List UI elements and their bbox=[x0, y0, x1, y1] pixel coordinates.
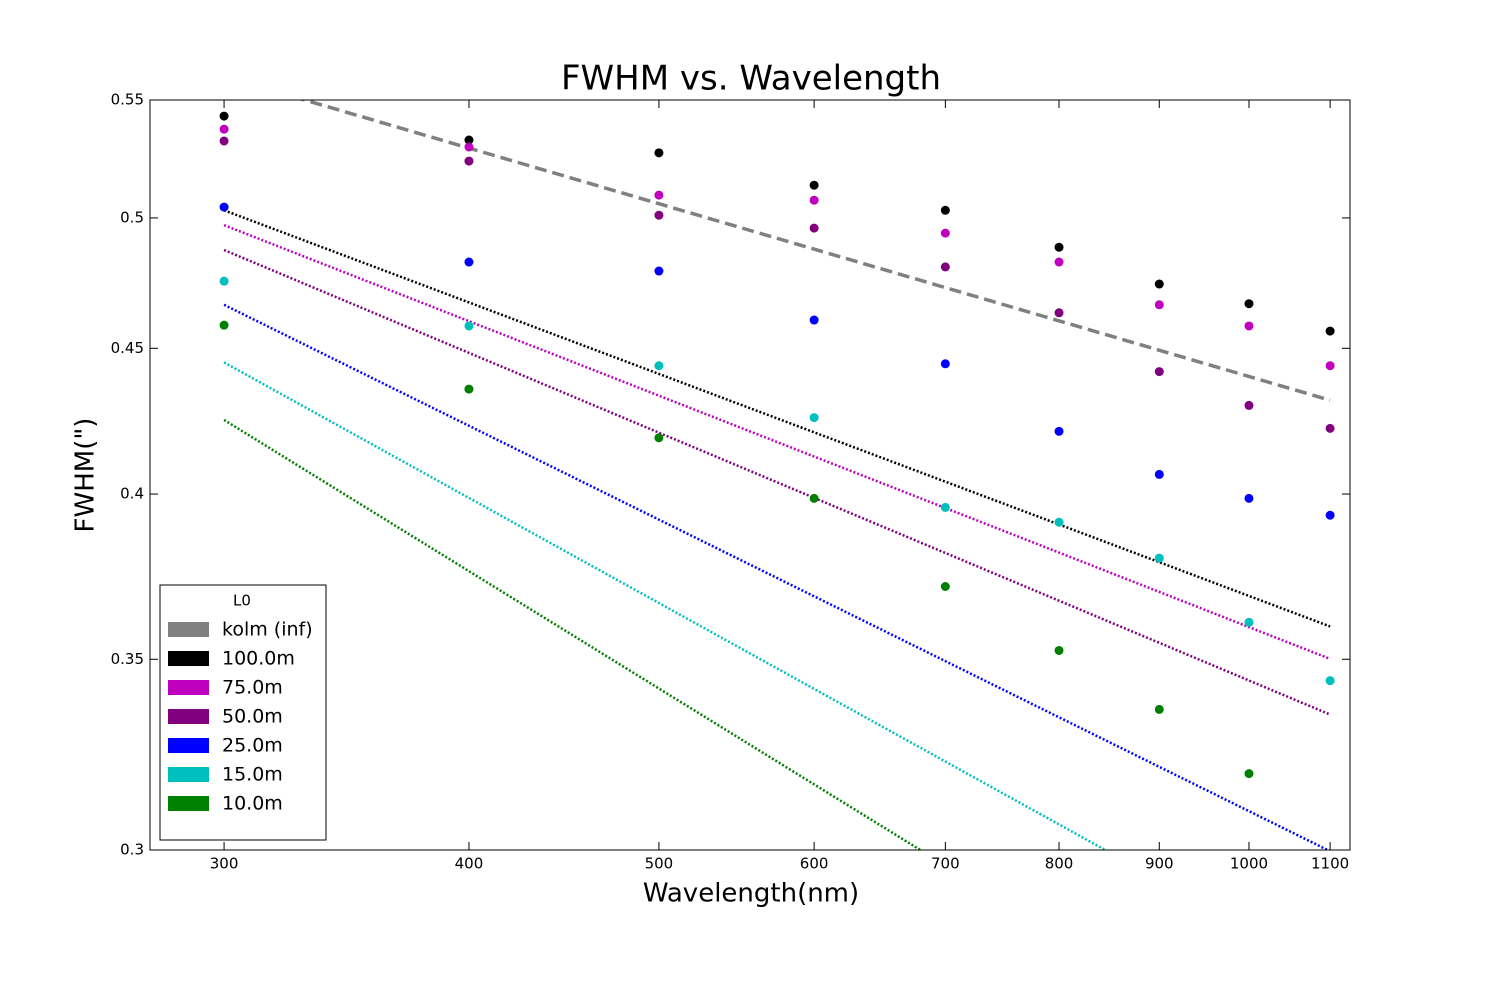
data-point bbox=[940, 502, 950, 512]
data-point bbox=[1154, 279, 1164, 289]
fit-line bbox=[223, 303, 1331, 850]
data-point bbox=[940, 262, 950, 272]
data-point bbox=[1154, 704, 1164, 714]
x-tick-label: 1100 bbox=[1311, 855, 1349, 873]
data-point bbox=[1054, 426, 1064, 436]
x-axis-label: Wavelength(nm) bbox=[643, 879, 859, 909]
data-point bbox=[654, 266, 664, 276]
legend-swatch bbox=[168, 738, 209, 753]
data-point bbox=[654, 433, 664, 443]
data-point bbox=[940, 228, 950, 238]
y-tick-label: 0.3 bbox=[120, 841, 144, 859]
data-point bbox=[1154, 469, 1164, 479]
data-point bbox=[464, 257, 474, 267]
data-point bbox=[654, 190, 664, 200]
y-tick-label: 0.45 bbox=[111, 339, 144, 357]
data-point bbox=[654, 361, 664, 371]
fit-line bbox=[223, 209, 1331, 628]
data-point bbox=[1244, 617, 1254, 627]
plot-frame bbox=[149, 99, 1351, 851]
data-point bbox=[1244, 493, 1254, 503]
data-point bbox=[1325, 510, 1335, 520]
data-point bbox=[1325, 326, 1335, 336]
legend-label: 10.0m bbox=[222, 793, 283, 815]
x-tick-label: 1000 bbox=[1230, 855, 1268, 873]
x-tick-label: 400 bbox=[455, 855, 484, 873]
data-point bbox=[1325, 423, 1335, 433]
data-point bbox=[1325, 676, 1335, 686]
data-point bbox=[219, 202, 229, 212]
data-point bbox=[1244, 400, 1254, 410]
data-point bbox=[809, 195, 819, 205]
legend-swatch bbox=[168, 680, 209, 695]
data-point bbox=[1154, 367, 1164, 377]
fit-line bbox=[298, 100, 1331, 402]
data-point bbox=[464, 321, 474, 331]
fit-line bbox=[223, 361, 1108, 850]
data-point bbox=[940, 581, 950, 591]
legend-label: kolm (inf) bbox=[222, 619, 313, 641]
data-point bbox=[219, 320, 229, 330]
x-tick-label: 500 bbox=[645, 855, 674, 873]
legend-swatch bbox=[168, 709, 209, 724]
data-point bbox=[940, 359, 950, 369]
data-point bbox=[1325, 361, 1335, 371]
data-point bbox=[1054, 257, 1064, 267]
legend-label: 75.0m bbox=[222, 677, 283, 699]
data-point bbox=[1054, 645, 1064, 655]
data-point bbox=[809, 223, 819, 233]
legend-label: 100.0m bbox=[222, 648, 295, 670]
data-point bbox=[219, 276, 229, 286]
data-point bbox=[809, 315, 819, 325]
fit-line bbox=[223, 418, 923, 850]
data-point bbox=[1244, 769, 1254, 779]
data-point bbox=[1054, 308, 1064, 318]
data-point bbox=[219, 111, 229, 121]
y-tick-label: 0.35 bbox=[111, 650, 144, 668]
data-point bbox=[464, 384, 474, 394]
data-point bbox=[654, 148, 664, 158]
x-tick-label: 900 bbox=[1145, 855, 1174, 873]
data-point bbox=[219, 136, 229, 146]
data-point bbox=[809, 413, 819, 423]
legend-swatch bbox=[168, 651, 209, 666]
legend: L0 kolm (inf) 100.0m 75.0m 50.0m 25.0m 15.0m 10… bbox=[159, 584, 327, 841]
y-tick-label: 0.5 bbox=[120, 208, 144, 226]
data-point bbox=[654, 210, 664, 220]
data-point bbox=[1154, 553, 1164, 563]
data-point bbox=[464, 142, 474, 152]
data-point bbox=[809, 180, 819, 190]
data-point bbox=[464, 156, 474, 166]
y-axis-label: FWHM(") bbox=[71, 418, 101, 533]
data-point bbox=[940, 205, 950, 215]
data-point bbox=[1054, 517, 1064, 527]
data-point bbox=[809, 493, 819, 503]
y-tick-label: 0.4 bbox=[120, 485, 144, 503]
data-point bbox=[1244, 299, 1254, 309]
legend-swatch bbox=[168, 796, 209, 811]
legend-label: 50.0m bbox=[222, 706, 283, 728]
data-point bbox=[464, 135, 474, 145]
x-tick-label: 600 bbox=[800, 855, 829, 873]
data-point bbox=[219, 124, 229, 134]
legend-swatch bbox=[168, 767, 209, 782]
data-point bbox=[1244, 321, 1254, 331]
x-tick-label: 800 bbox=[1045, 855, 1074, 873]
y-tick-label: 0.55 bbox=[111, 91, 144, 109]
x-tick-label: 700 bbox=[931, 855, 960, 873]
chart-title: FWHM vs. Wavelength bbox=[561, 59, 941, 99]
legend-title: L0 bbox=[233, 592, 251, 610]
legend-swatch bbox=[168, 622, 209, 637]
legend-label: 25.0m bbox=[222, 735, 283, 757]
data-point bbox=[1154, 300, 1164, 310]
plot-area bbox=[219, 100, 1335, 850]
x-tick-label: 300 bbox=[210, 855, 239, 873]
legend-label: 15.0m bbox=[222, 764, 283, 786]
data-point bbox=[1054, 242, 1064, 252]
